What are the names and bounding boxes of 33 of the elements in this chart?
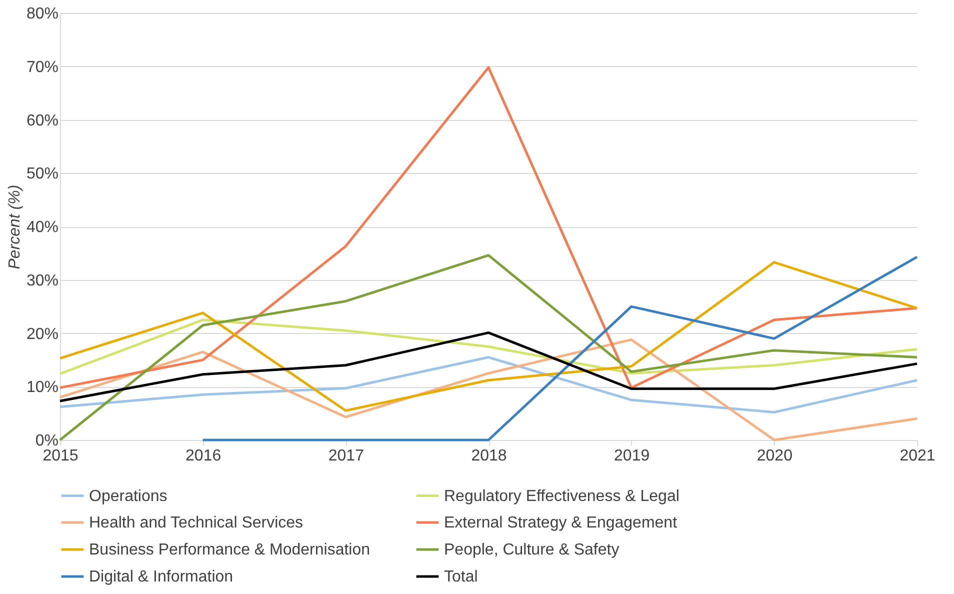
legend-label: External Strategy & Engagement <box>444 514 678 532</box>
legend-label: Regulatory Effectiveness & Legal <box>444 488 680 505</box>
line-series <box>202 256 918 442</box>
y-tick-label: 50% <box>26 166 58 183</box>
x-tick-label: 2020 <box>756 448 793 464</box>
y-tick-label: 0% <box>35 432 58 450</box>
x-tick-label: 2016 <box>186 448 222 464</box>
line-series <box>58 254 918 442</box>
y-tick-label: 30% <box>26 272 58 290</box>
legend-label: Digital & Information <box>89 568 234 586</box>
legend-label: People, Culture & Safety <box>444 542 620 558</box>
line-series <box>58 338 918 442</box>
y-tick-label: 60% <box>26 112 58 130</box>
line-series <box>58 318 918 376</box>
legend-label: Health and Technical Services <box>89 514 304 532</box>
line-series <box>58 261 918 412</box>
x-tick-label: 2018 <box>471 448 507 464</box>
y-tick-label: 40% <box>26 219 58 236</box>
x-tick-label: 2021 <box>900 448 936 464</box>
y-tick-label: 20% <box>26 326 58 343</box>
line-series <box>58 331 918 402</box>
legend-label: Total <box>444 568 478 586</box>
legend-label: Operations <box>89 488 168 505</box>
y-tick-label: 70% <box>26 58 58 76</box>
y-tick-label: 80% <box>26 6 58 22</box>
x-tick-label: 2019 <box>614 448 650 464</box>
y-tick-label: 10% <box>26 379 58 396</box>
x-tick-label: 2015 <box>42 448 78 464</box>
legend-label: Business Performance & Modernisation <box>89 542 370 558</box>
x-tick-label: 2017 <box>328 448 364 464</box>
line-series <box>58 356 918 414</box>
line-series <box>58 66 918 389</box>
y-axis-title: Percent (%) <box>6 184 24 270</box>
